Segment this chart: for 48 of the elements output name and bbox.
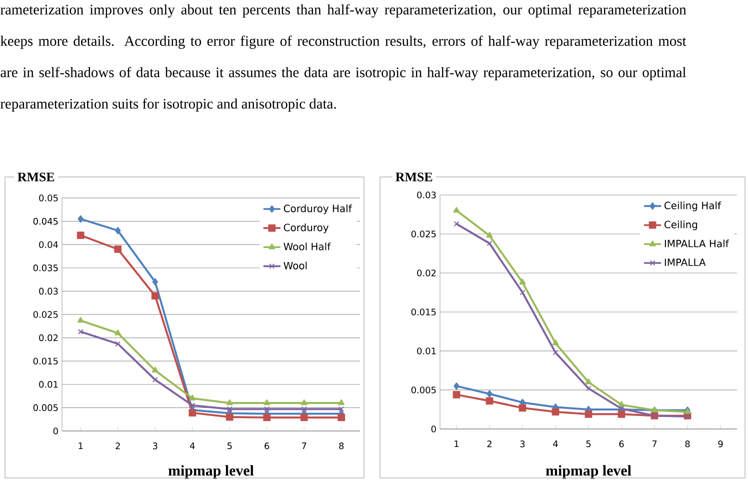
y-tick-label: 0.05 xyxy=(39,194,58,202)
x-tick-label: 6 xyxy=(619,440,624,448)
y-tick-label: 0.025 xyxy=(411,230,436,238)
y-tick-label: 0.02 xyxy=(417,270,436,276)
y-tick-label: 0.035 xyxy=(33,264,58,272)
y-tick-label: 0.025 xyxy=(33,311,58,318)
x-tick-label: 5 xyxy=(586,440,591,448)
y-tick-label: 0.005 xyxy=(411,386,436,394)
y-tick-label: 0.03 xyxy=(417,192,436,198)
legend-label: Wool xyxy=(284,262,307,270)
legend-label: Wool Half xyxy=(284,242,331,250)
y-tick-label: 0.02 xyxy=(39,334,58,342)
x-tick-label: 4 xyxy=(190,442,195,450)
x-tick-label: 7 xyxy=(652,440,657,448)
text: rameterization improves only about ten percents than half-way reparameterization, our optimal reparameterization keeps more details. According to error figure of reconstruction results, errors of half-way reparameterization most are in self-shadows of data because it assumes the data are isotropic in half-way reparameterization, so our optimal reparameterization suits for isotropic and anisotropic data. xyxy=(0,4,686,112)
x-axis-title: mipmap level xyxy=(168,465,254,479)
y-tick-label: 0 xyxy=(53,428,58,434)
x-tick-label: 5 xyxy=(227,442,232,450)
y-axis-title: RMSE xyxy=(18,172,54,182)
legend-label: Corduroy xyxy=(284,224,329,234)
legend-label: Ceiling xyxy=(664,220,698,230)
x-tick-label: 8 xyxy=(339,442,344,450)
y-tick-label: 0.015 xyxy=(33,358,58,364)
y-tick-label: 0.045 xyxy=(33,218,58,225)
y-tick-label: 0.01 xyxy=(417,348,436,354)
y-axis-title: RMSE xyxy=(396,172,432,182)
x-tick-label: 2 xyxy=(487,440,492,448)
legend-label: Ceiling Half xyxy=(664,202,722,212)
y-tick-label: 0.005 xyxy=(33,404,58,412)
y-tick-label: 0.04 xyxy=(39,241,58,248)
y-tick-label: 0.03 xyxy=(39,288,58,295)
x-tick-label: 1 xyxy=(454,440,459,448)
y-tick-label: 0.01 xyxy=(39,380,58,388)
x-tick-label: 9 xyxy=(718,440,723,448)
x-tick-label: 8 xyxy=(685,440,690,448)
legend-label: IMPALLA xyxy=(664,258,706,266)
x-tick-label: 1 xyxy=(78,442,83,450)
legend-label: IMPALLA Half xyxy=(664,240,730,248)
x-tick-label: 4 xyxy=(553,440,558,448)
x-tick-label: 6 xyxy=(264,442,270,450)
x-tick-label: 2 xyxy=(116,442,120,450)
x-axis-title: mipmap level xyxy=(546,465,632,479)
y-tick-label: 0 xyxy=(431,426,436,432)
legend-label: Corduroy Half xyxy=(284,204,352,214)
y-tick-label: 0.015 xyxy=(411,308,436,316)
x-tick-label: 3 xyxy=(152,442,158,450)
x-tick-label: 7 xyxy=(302,442,306,450)
x-tick-label: 3 xyxy=(520,440,525,448)
